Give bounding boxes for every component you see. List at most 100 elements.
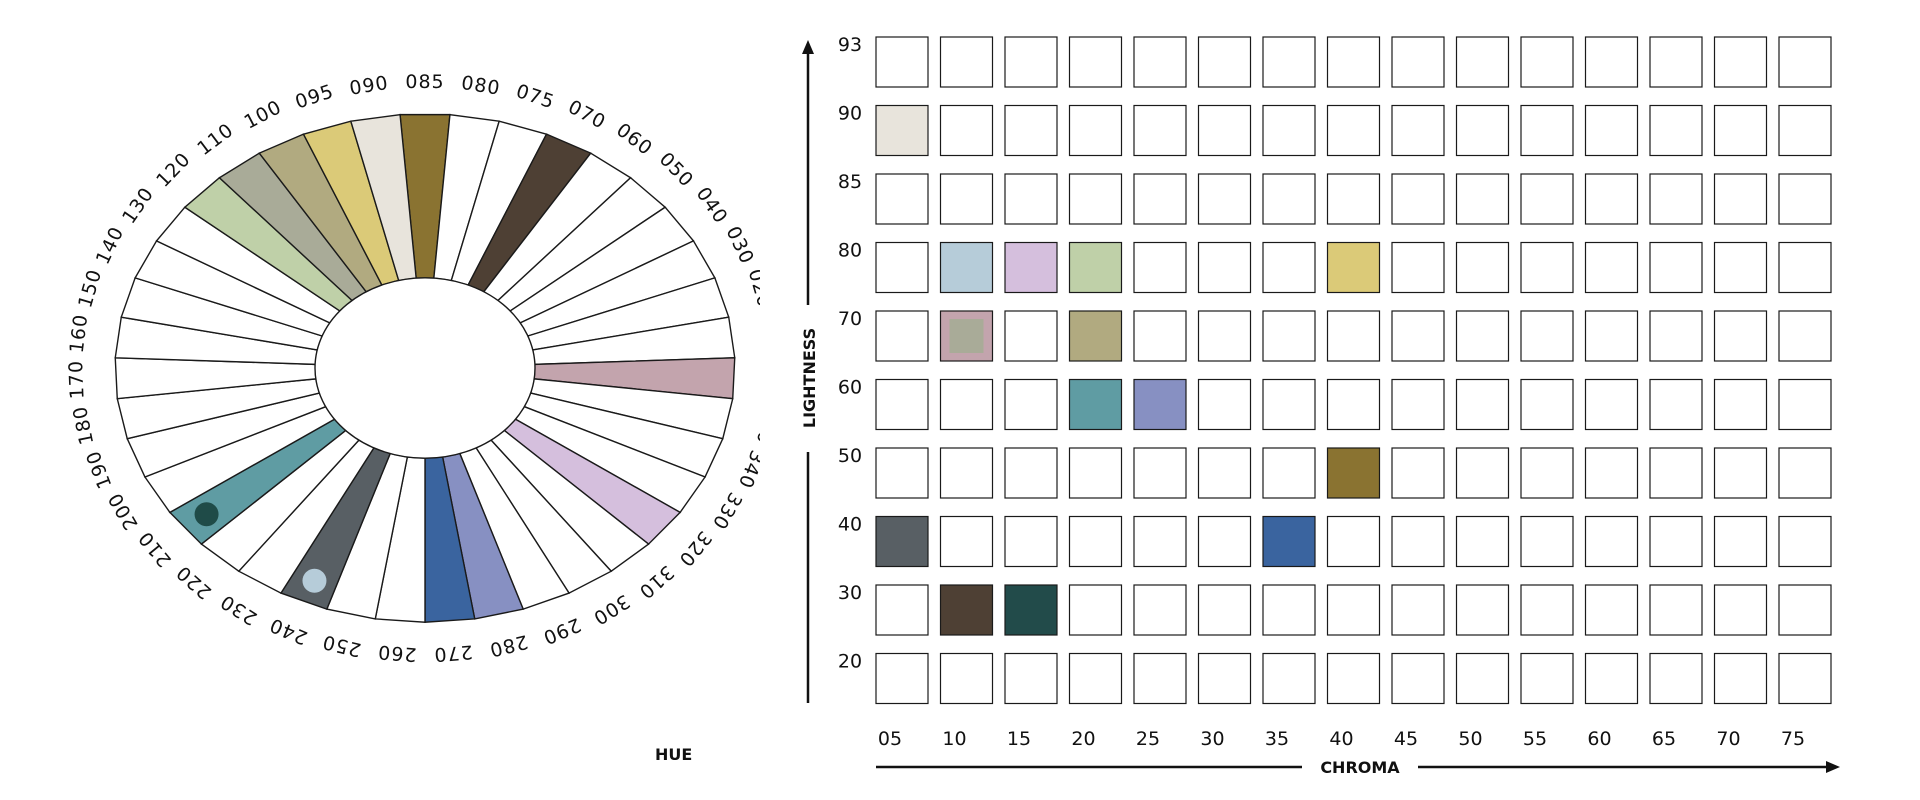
grid-cell [1391,104,1445,157]
chroma-tick-label: 35 [1265,728,1289,750]
grid-cell [1004,515,1058,568]
grid-cell [1649,104,1703,157]
hue-marker-dot [302,568,327,593]
grid-cell [1778,515,1832,568]
grid-cell [1455,104,1510,157]
chroma-tick-label: 70 [1716,728,1740,750]
hue-tick-label: 170 [65,359,89,399]
grid-cell [1133,241,1187,294]
grid-cell [1197,447,1252,499]
grid-cell [1133,173,1187,225]
chroma-tick-label: 50 [1458,728,1482,750]
grid-cell [875,241,929,294]
grid-cell [875,447,929,499]
grid-cell [1326,310,1381,362]
grid-cell [939,173,994,225]
grid-cell [939,36,994,88]
grid-cell [875,515,929,568]
grid-cell [1262,36,1316,88]
grid-cell [1133,310,1187,362]
grid-cell [939,378,994,431]
chroma-tick-label: 05 [878,728,902,750]
lightness-tick-label: 90 [838,103,862,125]
grid-cell [1197,310,1252,362]
grid-cell [1455,584,1510,636]
grid-cell [1391,515,1445,568]
grid-cell [1455,36,1510,88]
grid-cell [1004,378,1058,431]
grid-cell [1778,584,1832,636]
grid-cell [1197,36,1252,88]
grid-cell [1391,584,1445,636]
hue-marker-dot [194,502,219,527]
grid-cell [1262,378,1316,431]
hue-wheel-center [314,277,536,459]
hue-tick-label: 085 [405,71,444,93]
grid-cell [1778,36,1832,88]
grid-cell [1004,584,1058,636]
grid-cell [1520,515,1574,568]
grid-cell [1584,36,1639,88]
lightness-tick-label: 85 [838,171,862,193]
grid-cell [1391,652,1445,705]
lightness-tick-label: 70 [838,308,862,330]
grid-cell [1004,652,1058,705]
grid-cell [1068,36,1123,88]
grid-cell [1778,104,1832,157]
grid-cell [1197,652,1252,705]
chroma-tick-label: 60 [1587,728,1611,750]
grid-cell [1713,378,1768,431]
grid-cell [1004,104,1058,157]
grid-cell [939,584,994,636]
grid-cell [1778,173,1832,225]
grid-cell [1262,652,1316,705]
grid-cell [1391,310,1445,362]
grid-cell [1133,36,1187,88]
grid-cell [1068,378,1123,431]
lightness-tick-label: 40 [838,514,862,536]
grid-cell [939,652,994,705]
grid-cell [1520,173,1574,225]
grid-cell [1649,515,1703,568]
grid-cell [1326,173,1381,225]
hue-tick-label: 260 [377,640,418,665]
chroma-tick-label: 15 [1007,728,1031,750]
chroma-tick-label: 30 [1200,728,1224,750]
grid-cell [939,447,994,499]
lightness-tick-label: 50 [838,445,862,467]
grid-cell [1004,310,1058,362]
grid-cell-inner [949,319,984,353]
grid-cell [1713,310,1768,362]
lightness-tick-label: 93 [838,34,862,56]
grid-cell [1262,104,1316,157]
grid-cell [1713,584,1768,636]
lightness-tick-label: 80 [838,240,862,262]
grid-cell [1520,241,1574,294]
chroma-tick-label: 25 [1136,728,1160,750]
grid-cell [875,378,929,431]
grid-cell [1520,36,1574,88]
grid-cell [1326,652,1381,705]
grid-cell [1649,310,1703,362]
grid-cell [1068,173,1123,225]
grid-cell [1455,173,1510,225]
grid-cell [1455,378,1510,431]
grid-cell [1133,104,1187,157]
grid-cell [1326,515,1381,568]
grid-cell [1068,447,1123,499]
chroma-arrow-head [1826,761,1840,773]
grid-cell [1068,310,1123,362]
grid-cell [1649,36,1703,88]
grid-cell [875,652,929,705]
hue-tick-label: 350 [752,404,760,447]
chroma-tick-label: 75 [1781,728,1805,750]
hue-axis-label: HUE [655,745,692,764]
lightness-tick-label: 20 [838,651,862,673]
chroma-axis-label: CHROMA [1320,758,1400,777]
grid-cell [1520,378,1574,431]
grid-cell [1197,584,1252,636]
grid-cell [1584,241,1639,294]
grid-cell [1262,310,1316,362]
grid-cell [1262,447,1316,499]
